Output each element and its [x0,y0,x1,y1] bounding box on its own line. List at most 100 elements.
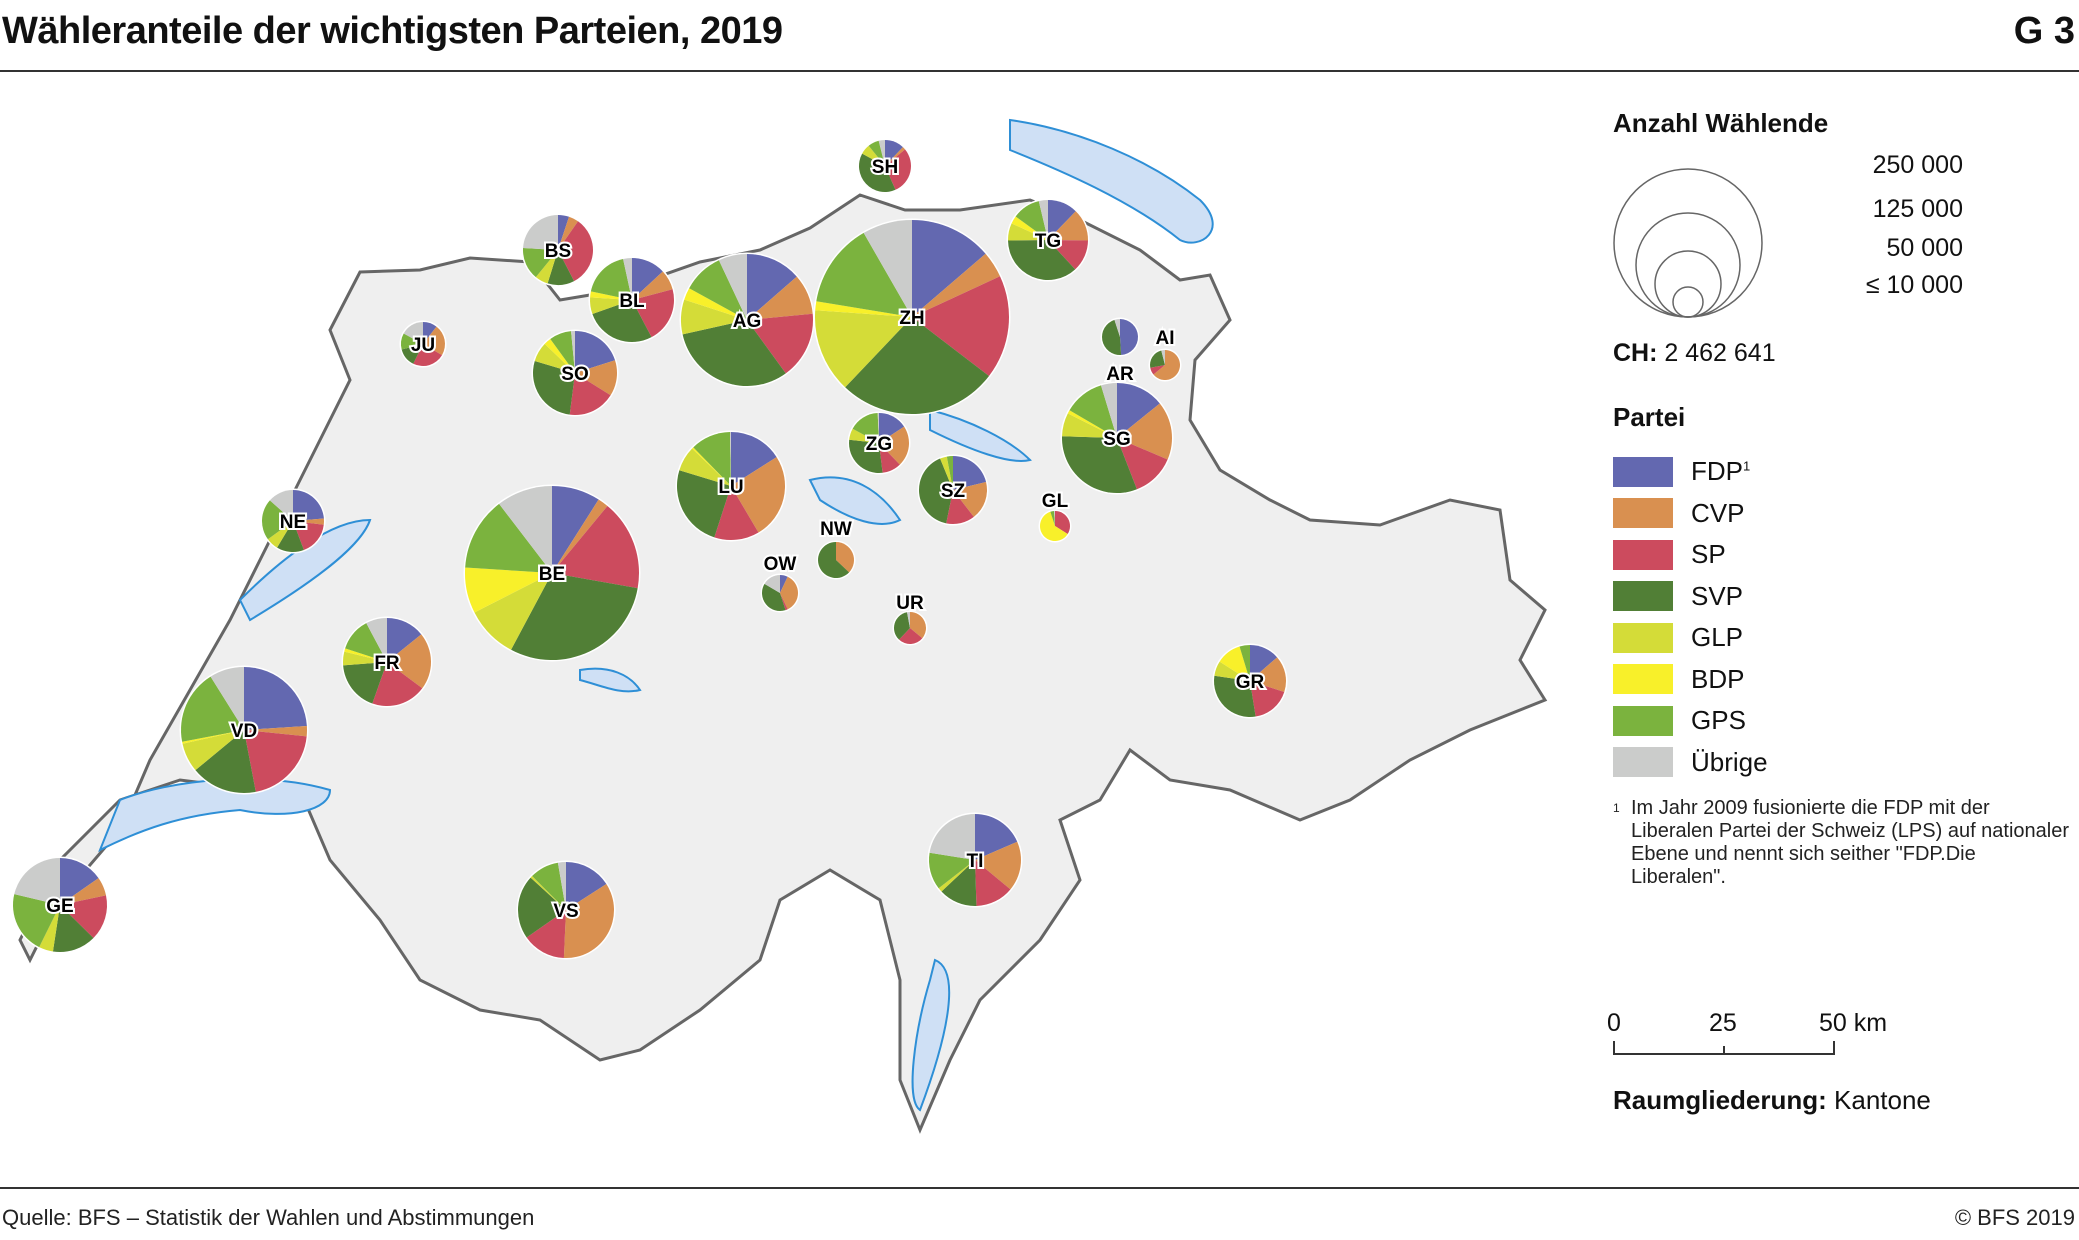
legend-label: SP [1691,539,1726,570]
pie-bl: BL [588,256,676,344]
swatch-icon [1613,498,1673,529]
canton-label: NW [820,519,852,540]
pie-ju: JU [399,320,447,368]
canton-label: NE [280,512,306,533]
canton-label: TI [967,851,984,872]
legend-label: GPS [1691,705,1746,736]
canton-label: GR [1236,672,1265,693]
pie-fr: FR [341,616,433,708]
pie-ow: OW [760,552,800,613]
canton-label: TG [1035,231,1061,252]
lake-geneva [98,778,332,853]
scale-bar: 0 25 50 km [1607,1009,2073,1059]
legend-item-gps: GPS [1613,700,2073,742]
pie-ag: AG [679,252,815,388]
pie-nw: NW [816,517,856,580]
canton-label: BE [539,564,565,585]
size-legend-title: Anzahl Wählende [1613,108,1829,138]
swatch-icon [1613,539,1673,570]
legend-item-svp: SVP [1613,576,2073,618]
canton-label: AR [1106,364,1134,385]
swatch-icon [1613,581,1673,612]
pie-gr: GR [1212,643,1288,719]
pie-vs: VS [516,860,616,960]
swatch-icon [1613,664,1673,695]
ch-total: CH: 2 462 641 [1613,339,2073,368]
legend-item-bdp: BDP [1613,659,2073,701]
pie-bs: BS [521,213,595,287]
swatch-icon [1613,705,1673,736]
canton-label: FR [374,653,400,674]
legend-label: CVP [1691,497,1745,528]
bottom-rule [0,1187,2079,1189]
canton-label: SO [561,364,588,385]
size-label-125000: 125 000 [1872,195,1963,223]
canton-label: GL [1042,491,1069,512]
pie-ai: AI [1148,326,1182,382]
canton-label: BL [619,291,645,312]
legend-panel: Anzahl Wählende 250 000 125 000 50 000 ≤… [1607,108,2073,1116]
party-legend: FDP1 CVP SP SVP GLP BDP GPS Übrige [1613,451,2073,783]
swatch-icon [1613,456,1673,487]
legend-label: FDP1 [1691,456,1751,487]
canton-label: SH [872,157,898,178]
lake-neuchatel [238,518,372,622]
scale-line-icon [1613,1041,1835,1055]
canton-label: ZG [866,434,892,455]
size-legend: 250 000 125 000 50 000 ≤ 10 000 [1613,151,2073,323]
canton-label: UR [896,593,924,614]
source-note: Quelle: BFS – Statistik der Wahlen und A… [2,1205,535,1230]
canton-label: LU [718,477,743,498]
size-label-10000: ≤ 10 000 [1865,271,1963,299]
chart-title: Wähleranteile der wichtigsten Parteien, … [2,10,783,52]
legend-item-glp: GLP [1613,617,2073,659]
pie-ge: GE [11,856,109,954]
scale-tick-0: 0 [1607,1009,1621,1037]
pie-gl: GL [1038,489,1072,543]
size-circles-icon [1613,168,1763,318]
canton-label: VS [553,901,578,922]
pie-lu: LU [675,430,787,542]
raumgliederung: Raumgliederung: Kantone [1613,1085,2073,1116]
footnote-text: Im Jahr 2009 fusionierte die FDP mit der… [1631,797,2070,888]
swatch-icon [1613,747,1673,778]
raum-value: Kantone [1834,1085,1931,1115]
pie-be: BE [463,484,641,662]
legend-item-fdp: FDP1 [1613,451,2073,493]
legend-label: GLP [1691,622,1744,653]
lake-zurich [929,408,1032,462]
ch-total-value: 2 462 641 [1664,339,1776,367]
pie-ur: UR [892,591,928,646]
canton-label: AG [733,311,762,332]
lake-thun [579,667,642,693]
lakes [98,118,1214,1112]
canton-label: AI [1156,328,1175,349]
canton-label: BS [545,241,571,262]
canton-label: VD [231,721,257,742]
footnote-mark: 1 [1613,801,1620,815]
legend-label: SVP [1691,580,1744,611]
canton-pies: ZH BE VD AG SG LU TI VS SO BL FR TG GE BS GR SZ ZG NE JU SH… [11,138,1288,960]
lake-lucerne [808,476,902,525]
pie-sg: SG [1060,381,1174,495]
pie-ti: TI [927,812,1023,908]
size-label-250000: 250 000 [1872,151,1963,179]
canton-label: SG [1103,429,1130,450]
footnote: 1 Im Jahr 2009 fusionierte die FDP mit d… [1613,797,2073,889]
canton-label: ZH [899,308,924,329]
legend-label: BDP [1691,663,1745,694]
swatch-icon [1613,622,1673,653]
size-label-50000: 50 000 [1886,234,1963,262]
pie-vd: VD [179,665,309,795]
pie-zg: ZG [847,411,911,475]
canton-label: SZ [941,481,966,502]
pie-zh: ZH [813,218,1011,416]
legend-label: Übrige [1691,746,1768,777]
graphic-number: G 3 [2013,10,2075,52]
top-rule [0,70,2079,72]
canton-label: JU [411,335,435,356]
scale-tick-25: 25 [1709,1009,1737,1037]
legend-item-sp: SP [1613,534,2073,576]
legend-item-cvp: CVP [1613,493,2073,535]
pie-sz: SZ [917,454,989,526]
